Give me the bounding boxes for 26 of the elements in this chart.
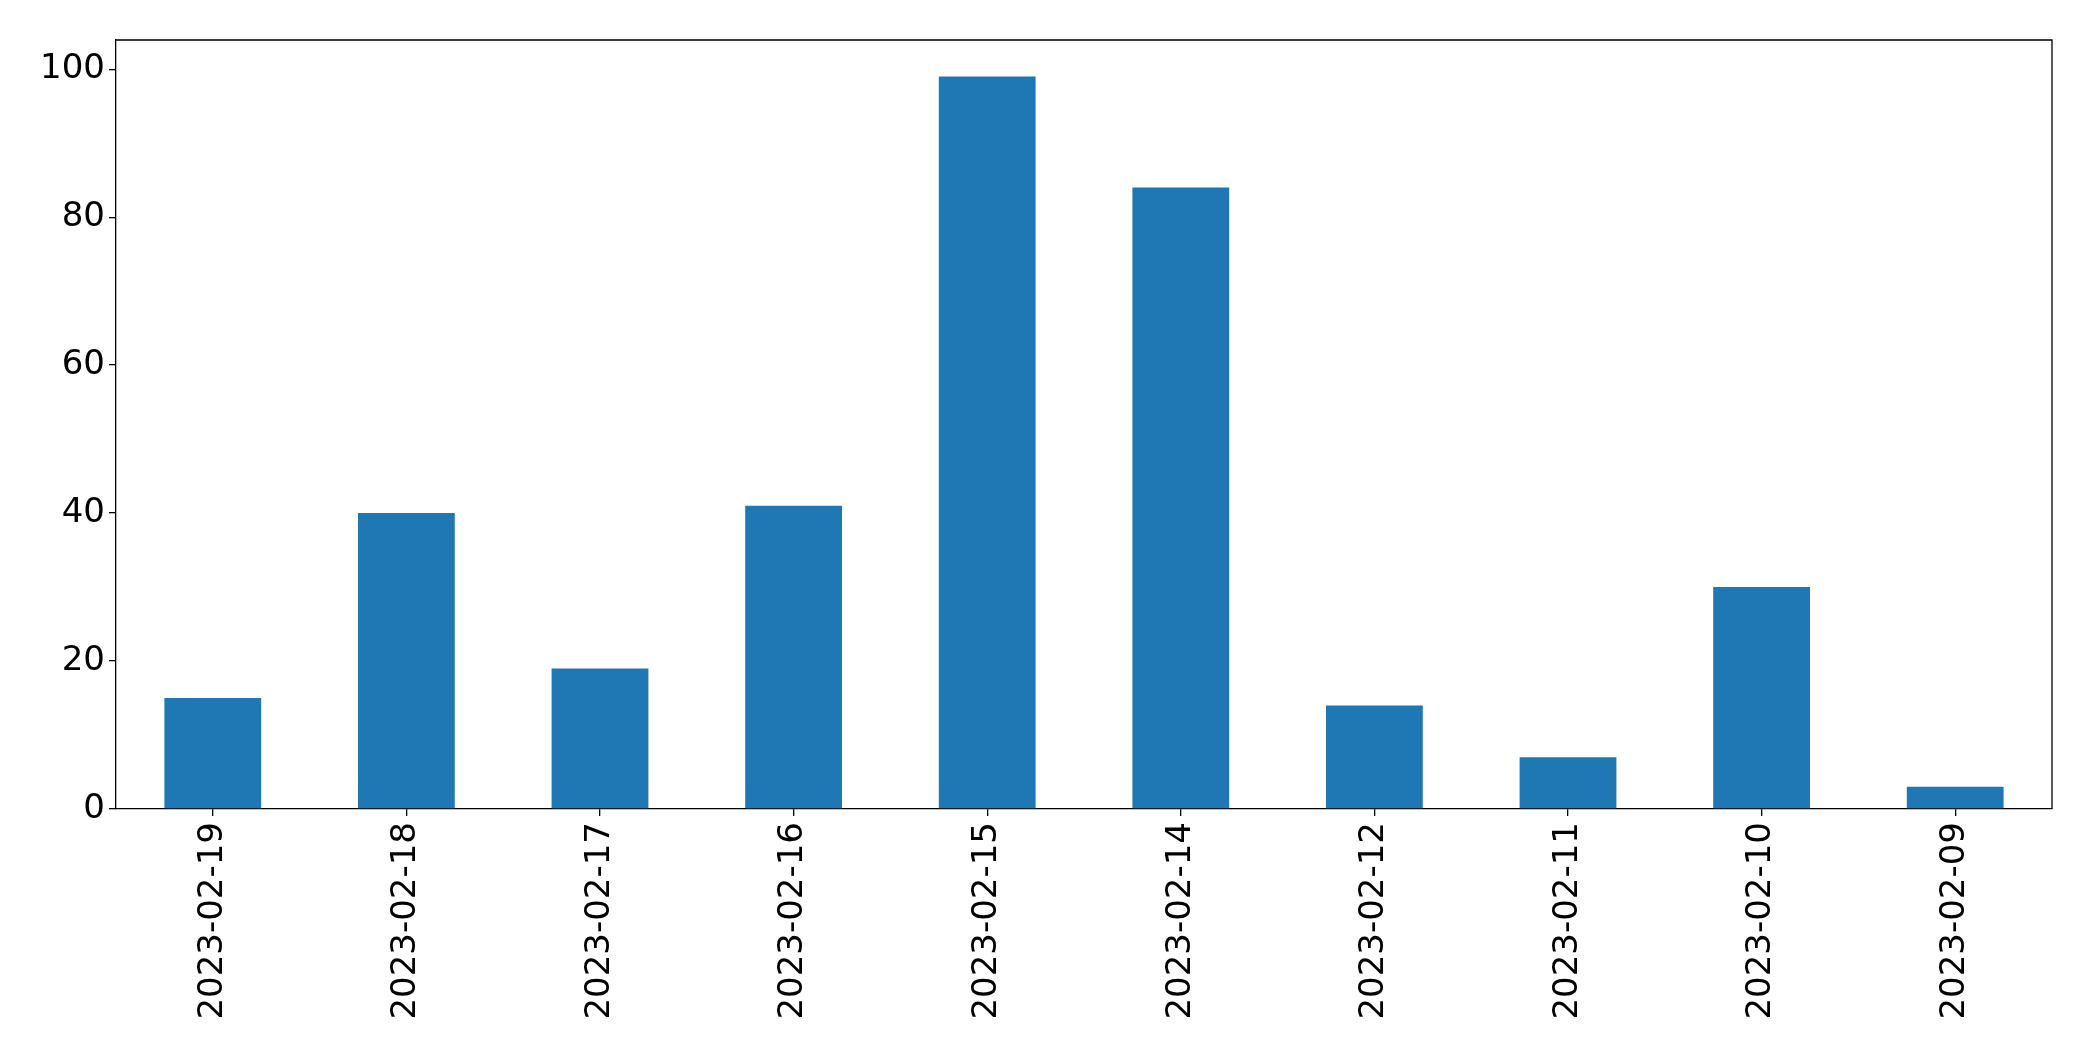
x-tick-label: 2023-02-15 xyxy=(964,822,1005,1020)
x-tick-label: 2023-02-18 xyxy=(383,822,424,1020)
bar xyxy=(358,513,455,809)
x-tick-label: 2023-02-17 xyxy=(576,822,617,1020)
bar xyxy=(1713,587,1810,809)
y-tick-label: 60 xyxy=(61,341,105,382)
x-tick-label: 2023-02-16 xyxy=(770,822,811,1020)
y-tick-label: 0 xyxy=(83,785,105,826)
y-tick-label: 40 xyxy=(61,489,105,530)
bar xyxy=(164,698,262,809)
y-tick-label: 100 xyxy=(40,46,105,87)
y-tick-label: 20 xyxy=(61,637,105,678)
bar xyxy=(1906,786,2004,809)
bar xyxy=(745,505,842,809)
bar xyxy=(551,668,649,809)
bar xyxy=(1519,757,1617,809)
x-tick-label: 2023-02-12 xyxy=(1351,822,1392,1020)
bar xyxy=(1132,187,1230,809)
bar xyxy=(1326,705,1423,809)
bar xyxy=(938,76,1036,809)
x-tick-label: 2023-02-10 xyxy=(1738,822,1779,1020)
y-tick-label: 80 xyxy=(61,194,105,235)
x-tick-label: 2023-02-09 xyxy=(1932,822,1973,1020)
x-tick-label: 2023-02-11 xyxy=(1544,822,1585,1020)
x-tick-label: 2023-02-14 xyxy=(1157,822,1198,1020)
x-tick-label: 2023-02-19 xyxy=(189,822,230,1020)
